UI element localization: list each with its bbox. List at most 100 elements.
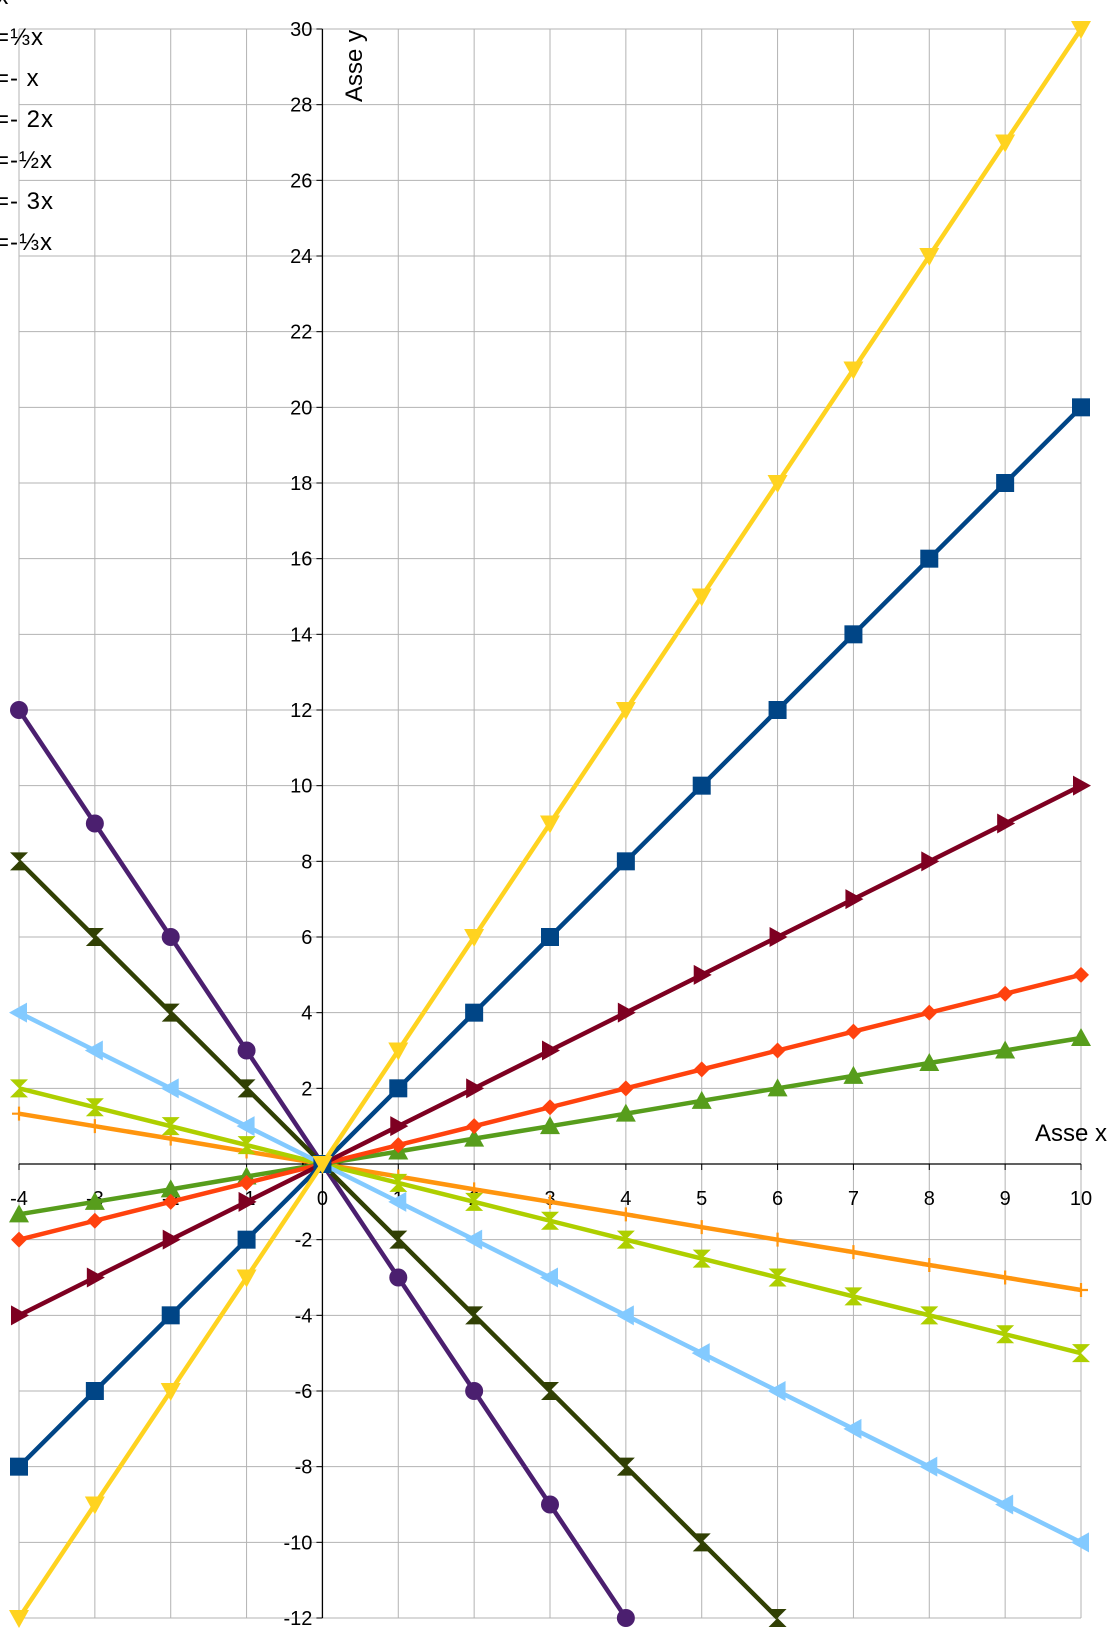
data-point [919,248,940,266]
x-tick-label: 0 [317,1188,328,1210]
data-point [160,1078,179,1099]
series-square [10,398,1090,1476]
data-point [615,1103,636,1122]
y-tick-label: 6 [301,927,312,949]
x-tick-label: 8 [924,1188,935,1210]
y-tick-label: 22 [290,322,312,344]
data-point [541,1495,559,1514]
data-point [1072,1344,1090,1363]
data-point [997,985,1014,1002]
data-point [921,851,940,872]
y-tick-label: 10 [290,776,312,798]
legend: 3x y=⅓x y=- x y=- 2x y=-½x y=- 3x y=-⅓x [0,0,54,256]
y-tick-label: 18 [290,473,312,495]
data-point [85,814,104,833]
data-point [388,1191,407,1212]
series-triangle-left [9,1002,1089,1553]
data-point [237,1079,256,1098]
data-point [162,1229,181,1250]
data-point [1072,398,1090,417]
data-point [237,1041,256,1060]
data-point [691,1343,710,1364]
data-point [541,1211,559,1230]
data-point [843,361,864,380]
data-point [692,776,711,795]
data-point [87,1119,102,1134]
data-point [10,701,28,719]
data-point [464,929,485,947]
data-point [465,1003,484,1022]
legend-entry: y=-⅓x [0,229,53,256]
data-point [845,889,864,910]
y-tick-label: 2 [301,1078,312,1100]
series-group [9,21,1091,1628]
y-tick-label: 14 [290,624,312,646]
y-tick-label: 16 [290,549,312,571]
data-point [617,1080,634,1097]
data-point [161,928,180,946]
data-point [995,1040,1016,1059]
data-point [465,1382,484,1400]
data-point [84,1496,105,1515]
data-point [692,1249,711,1268]
x-tick-label: -4 [10,1188,28,1210]
data-point [12,1106,26,1121]
data-point [919,1456,938,1477]
data-point [543,1194,557,1209]
series-line [17,859,780,1620]
data-point [770,1232,785,1247]
data-point [846,1245,861,1260]
data-point [161,1117,180,1136]
data-point [693,1061,710,1078]
y-tick-label: -12 [284,1608,313,1630]
data-point [238,1191,257,1212]
data-point [1073,775,1091,796]
data-point [390,1137,407,1154]
y-tick-label: -2 [295,1230,313,1252]
data-point [844,1287,863,1306]
data-point [768,1609,787,1627]
data-point [10,1079,28,1098]
series-line [18,1086,1082,1356]
data-point [541,1382,559,1400]
data-point [9,1610,29,1628]
series-bowtie [10,852,787,1627]
data-point [84,1191,105,1210]
data-point [616,1609,635,1627]
data-point [996,1325,1015,1344]
y-tick-label: -10 [284,1532,313,1554]
data-point [86,1212,103,1229]
data-point [466,1078,485,1099]
x-tick-label: 6 [772,1188,783,1210]
data-point [161,1003,180,1022]
y-tick-label: 4 [301,1003,312,1025]
legend-entry: y=- 3x [0,188,54,215]
data-point [160,1179,181,1198]
data-point [844,625,863,644]
data-point [995,1494,1014,1515]
data-point [540,815,560,834]
data-point [85,928,104,946]
data-point [542,1099,558,1116]
data-point [312,1156,333,1174]
data-point [388,1042,409,1061]
y-tick-label: 26 [290,170,312,192]
data-point [845,1023,862,1040]
y-axis-title: Asse y [341,30,368,102]
data-point [921,1004,938,1021]
data-point [768,701,787,719]
data-point [464,1229,483,1250]
data-point [691,1090,712,1109]
data-point [540,1267,558,1288]
series-hourglass [10,1079,1090,1363]
data-point [9,1204,29,1223]
y-tick-label: 24 [290,246,312,268]
y-tick-label: 20 [290,397,312,419]
y-tick-label: -8 [295,1457,313,1479]
data-point [389,1173,408,1192]
data-point [10,852,28,871]
data-point [540,1116,560,1135]
data-point [615,1305,634,1326]
series-plus [12,1106,1088,1297]
y-tick-label: 8 [301,851,312,873]
